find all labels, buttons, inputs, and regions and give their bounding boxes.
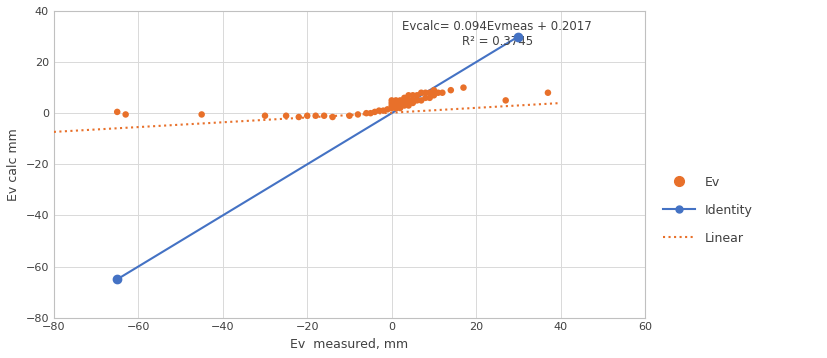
Point bbox=[390, 103, 403, 108]
Point bbox=[457, 85, 470, 91]
Legend: Ev, Identity, Linear: Ev, Identity, Linear bbox=[657, 170, 759, 251]
Point bbox=[542, 90, 555, 96]
Point bbox=[280, 113, 293, 118]
Point bbox=[402, 103, 415, 108]
Point bbox=[418, 90, 432, 96]
Point bbox=[402, 97, 415, 103]
Point bbox=[258, 113, 271, 118]
Point bbox=[436, 90, 449, 96]
Point bbox=[326, 114, 339, 120]
Point bbox=[385, 105, 399, 111]
Point bbox=[385, 100, 399, 106]
Point bbox=[376, 108, 390, 113]
Point bbox=[428, 92, 441, 98]
Point bbox=[402, 92, 415, 98]
Point bbox=[414, 97, 428, 103]
Point bbox=[364, 110, 377, 116]
Point bbox=[390, 97, 403, 103]
Point bbox=[418, 95, 432, 101]
Point bbox=[410, 97, 423, 103]
Point bbox=[381, 106, 394, 112]
Point bbox=[398, 103, 411, 108]
Point bbox=[394, 97, 407, 103]
Point bbox=[343, 113, 356, 118]
Point bbox=[499, 97, 512, 103]
Point bbox=[351, 112, 365, 117]
Point bbox=[390, 105, 403, 111]
Point bbox=[444, 87, 457, 93]
Point bbox=[394, 100, 407, 106]
Point bbox=[394, 103, 407, 108]
Point bbox=[428, 87, 441, 93]
Point bbox=[119, 112, 132, 117]
Point bbox=[385, 103, 399, 108]
Point bbox=[385, 97, 399, 103]
Point bbox=[406, 92, 419, 98]
Point bbox=[111, 109, 124, 115]
Point bbox=[406, 100, 419, 106]
Text: Evcalc= 0.094Evmeas + 0.2017
R² = 0.3745: Evcalc= 0.094Evmeas + 0.2017 R² = 0.3745 bbox=[403, 20, 592, 48]
Point bbox=[410, 92, 423, 98]
Point bbox=[398, 95, 411, 101]
Point bbox=[394, 105, 407, 111]
Point bbox=[398, 100, 411, 106]
Point bbox=[423, 95, 437, 101]
Y-axis label: Ev calc mm: Ev calc mm bbox=[7, 128, 20, 201]
Point bbox=[360, 110, 373, 116]
Point bbox=[292, 114, 305, 120]
Point bbox=[414, 90, 428, 96]
Point bbox=[309, 113, 323, 118]
Point bbox=[301, 113, 314, 118]
Point bbox=[195, 112, 208, 117]
Point bbox=[372, 108, 385, 113]
Point bbox=[432, 90, 445, 96]
Point bbox=[318, 113, 331, 118]
Point bbox=[368, 109, 381, 115]
Point bbox=[423, 90, 437, 96]
X-axis label: Ev  measured, mm: Ev measured, mm bbox=[290, 338, 409, 351]
Point bbox=[406, 97, 419, 103]
